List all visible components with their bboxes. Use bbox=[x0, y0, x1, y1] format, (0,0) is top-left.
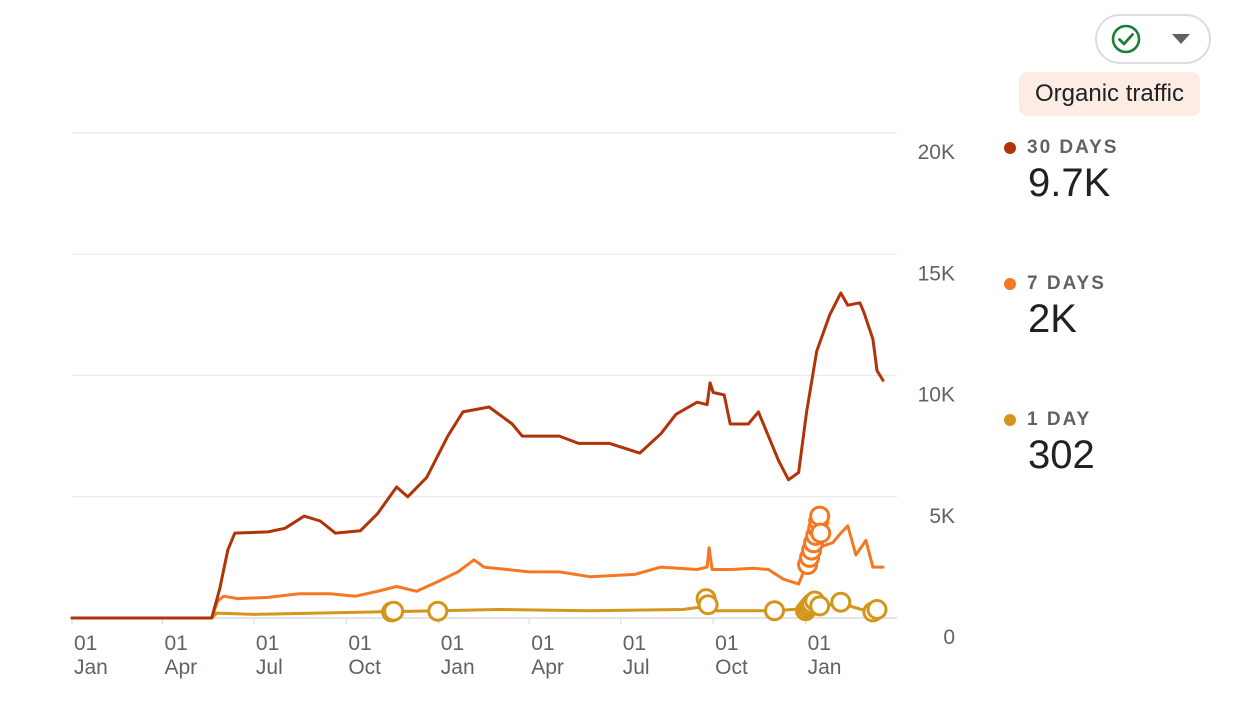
x-tick-month: Apr bbox=[164, 656, 197, 679]
caret-down-icon bbox=[1172, 34, 1190, 44]
annotation-marker[interactable] bbox=[810, 522, 832, 544]
annotation-marker[interactable] bbox=[383, 600, 405, 622]
legend-dot bbox=[1004, 142, 1016, 154]
x-tick-day: 01 bbox=[715, 632, 738, 655]
y-tick-label: 15K bbox=[918, 262, 955, 285]
annotation-marker[interactable] bbox=[866, 599, 888, 620]
x-tick-month: Jul bbox=[256, 656, 283, 679]
x-tick-day: 01 bbox=[808, 632, 831, 655]
legend-label: 7 DAYS bbox=[1027, 273, 1106, 294]
annotation-marker[interactable] bbox=[830, 591, 852, 613]
annotation-marker[interactable] bbox=[809, 505, 831, 527]
y-tick-label: 20K bbox=[918, 141, 955, 164]
x-axis-ticks: 01Jan01Apr01Jul01Oct01Jan01Apr01Jul01Oct… bbox=[71, 618, 842, 679]
x-tick-day: 01 bbox=[348, 632, 371, 655]
series-line-30-days bbox=[70, 291, 885, 620]
legend-dot bbox=[1004, 278, 1016, 290]
legend-7-days: 7 DAYS 2K bbox=[1004, 273, 1106, 342]
x-tick-month: Jan bbox=[74, 656, 108, 679]
annotation-markers[interactable] bbox=[381, 505, 888, 623]
organic-traffic-chip[interactable]: Organic traffic bbox=[1019, 72, 1200, 116]
annotation-marker[interactable] bbox=[764, 600, 785, 622]
annotation-marker[interactable] bbox=[697, 594, 719, 616]
series-line-7-days bbox=[70, 524, 885, 620]
legend-1-day: 1 DAY 302 bbox=[1004, 409, 1095, 478]
x-tick-day: 01 bbox=[164, 632, 187, 655]
annotation-marker[interactable] bbox=[427, 600, 449, 622]
legend-value: 302 bbox=[1028, 433, 1095, 477]
filter-dropdown-button[interactable] bbox=[1095, 14, 1211, 64]
y-tick-label: 10K bbox=[918, 384, 955, 407]
x-tick-day: 01 bbox=[256, 632, 279, 655]
grid-lines bbox=[72, 132, 897, 619]
y-axis-ticks: 0 5K 10K 15K 20K bbox=[918, 141, 955, 649]
legend-value: 9.7K bbox=[1028, 161, 1111, 205]
x-tick-day: 01 bbox=[441, 632, 464, 655]
x-tick-month: Oct bbox=[348, 656, 381, 679]
series-lines bbox=[70, 291, 885, 620]
legend-label: 30 DAYS bbox=[1027, 137, 1119, 158]
x-tick-month: Jan bbox=[441, 656, 475, 679]
x-tick-month: Jan bbox=[808, 656, 842, 679]
legend-value: 2K bbox=[1028, 297, 1077, 341]
y-tick-label: 0 bbox=[943, 626, 955, 649]
series-line-1-day bbox=[70, 602, 885, 620]
legend-dot bbox=[1004, 414, 1016, 426]
x-tick-day: 01 bbox=[74, 632, 97, 655]
legend-label: 1 DAY bbox=[1027, 409, 1092, 430]
x-tick-day: 01 bbox=[531, 632, 554, 655]
x-tick-month: Jul bbox=[623, 656, 650, 679]
x-tick-day: 01 bbox=[623, 632, 646, 655]
y-tick-label: 5K bbox=[929, 505, 955, 528]
annotation-marker[interactable] bbox=[809, 595, 831, 617]
legend-30-days: 30 DAYS 9.7K bbox=[1004, 137, 1118, 206]
x-tick-month: Oct bbox=[715, 656, 748, 679]
x-tick-month: Apr bbox=[531, 656, 564, 679]
check-circle-icon bbox=[1111, 24, 1141, 54]
